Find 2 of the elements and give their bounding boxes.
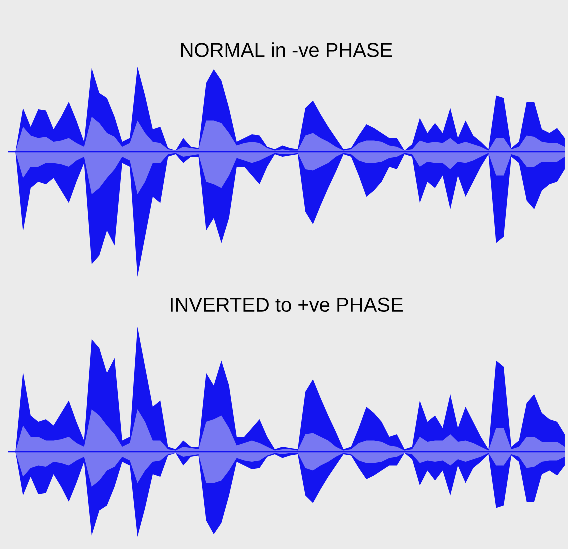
chart-title: INVERTED to +ve PHASE	[170, 298, 403, 312]
chart-title: NORMAL in -ve PHASE	[181, 42, 392, 58]
